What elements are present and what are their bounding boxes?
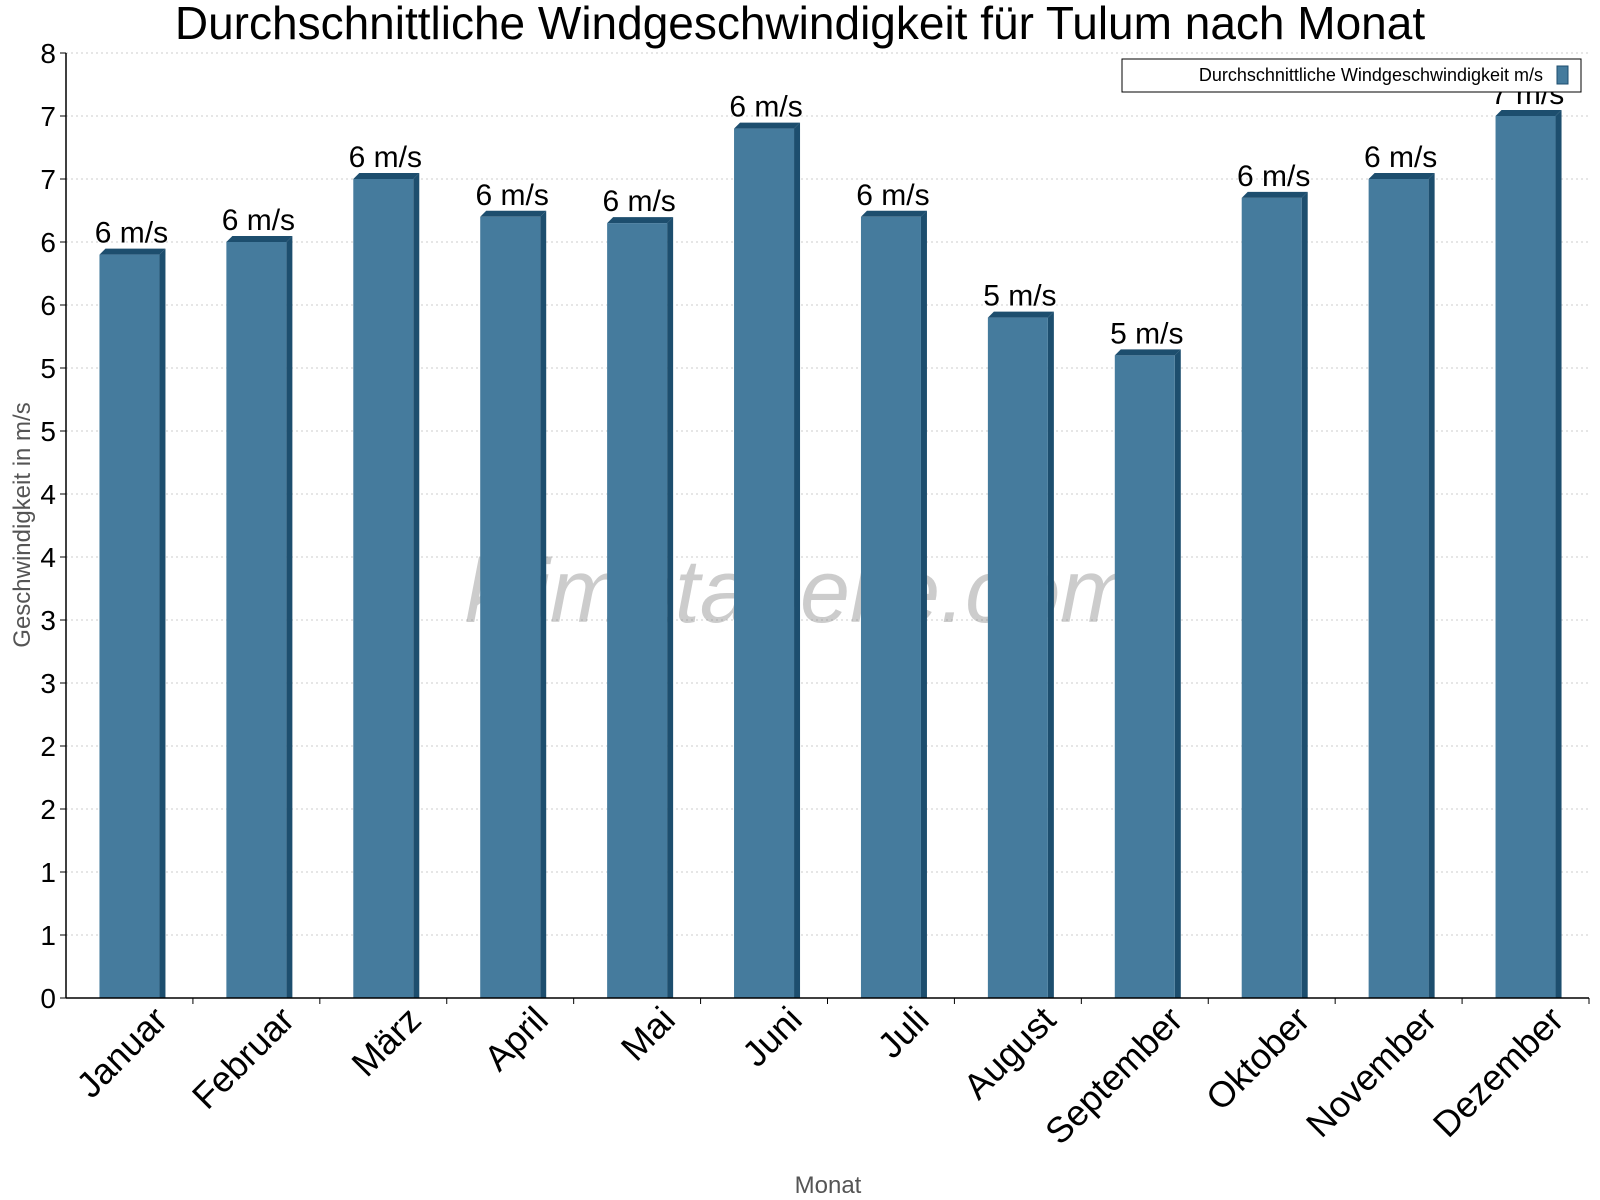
bar-top (226, 236, 293, 242)
y-tick-label: 6 (40, 227, 56, 258)
data-label: 6 m/s (602, 185, 675, 218)
bar-side (667, 217, 674, 999)
bar-side (1174, 349, 1181, 998)
bar-side (1047, 311, 1054, 999)
bar-side (159, 248, 166, 999)
bar-7 (860, 210, 927, 999)
y-tick-label: 2 (40, 731, 56, 762)
y-tick-label: 1 (40, 920, 56, 951)
bar-front (987, 317, 1048, 999)
x-tick-label: Mai (613, 999, 683, 1069)
bar-front (1495, 116, 1556, 998)
bar-side (794, 122, 801, 999)
bar-top (353, 173, 420, 179)
bar-9 (1114, 349, 1181, 998)
data-label: 6 m/s (476, 179, 549, 212)
bar-top (734, 122, 801, 129)
bar-front (353, 179, 414, 998)
data-label: 6 m/s (222, 204, 295, 237)
bar-side (1555, 110, 1562, 998)
grid-lines (66, 52, 1589, 936)
bar-10 (1241, 191, 1308, 998)
y-tick-label: 0 (40, 983, 56, 1014)
bar-top (1495, 110, 1562, 116)
bar-1 (99, 248, 166, 999)
data-label: 6 m/s (856, 179, 929, 212)
bars (99, 110, 1562, 999)
data-label: 6 m/s (95, 217, 168, 250)
bar-front (734, 128, 795, 999)
bar-front (1114, 355, 1175, 998)
bar-top (1368, 173, 1435, 179)
bar-side (920, 210, 927, 999)
y-tick-label: 6 (40, 290, 56, 321)
bar-front (607, 223, 668, 999)
data-label: 6 m/s (729, 91, 802, 124)
bar-front (226, 242, 287, 998)
bar-5 (607, 217, 674, 999)
x-tick-label: Januar (68, 999, 175, 1106)
bar-top (607, 217, 674, 224)
bar-top (987, 311, 1054, 318)
x-tick-label: November (1298, 999, 1444, 1145)
y-tick-label: 1 (40, 857, 56, 888)
data-label: 6 m/s (1364, 141, 1437, 174)
bar-11 (1368, 173, 1435, 998)
bar-6 (734, 122, 801, 999)
bar-2 (226, 236, 293, 998)
bar-top (1241, 191, 1308, 198)
bar-3 (353, 173, 420, 998)
bar-side (1428, 173, 1435, 998)
bar-12 (1495, 110, 1562, 998)
y-tick-label: 3 (40, 668, 56, 699)
x-tick-label: Oktober (1198, 999, 1318, 1119)
y-tick-label: 2 (40, 794, 56, 825)
data-label: 5 m/s (1110, 317, 1183, 350)
data-label: 6 m/s (1237, 160, 1310, 193)
x-tick-label: Juli (869, 999, 936, 1066)
legend-swatch (1556, 65, 1569, 85)
bar-top (860, 210, 927, 217)
bar-side (286, 236, 293, 998)
x-tick-label: September (1037, 999, 1191, 1153)
y-tick-label: 4 (40, 542, 56, 573)
bar-4 (480, 210, 547, 999)
bar-front (1241, 197, 1302, 998)
y-tick-label: 4 (40, 479, 56, 510)
y-tick-label: 7 (40, 164, 56, 195)
chart-title: Durchschnittliche Windgeschwindigkeit fü… (174, 0, 1426, 49)
y-tick-label: 7 (40, 101, 56, 132)
x-axis-title: Monat (795, 1172, 862, 1199)
bar-front (860, 216, 921, 999)
bar-front (99, 254, 160, 999)
y-tick-label: 5 (40, 416, 56, 447)
bar-top (1114, 349, 1181, 356)
data-label: 6 m/s (349, 141, 422, 174)
bar-front (480, 216, 541, 999)
y-tick-label: 5 (40, 353, 56, 384)
y-tick-label: 3 (40, 605, 56, 636)
data-labels: 6 m/s 6 m/s 6 m/s 6 m/s 6 m/s 6 m/s 6 m/s 5 m/s… (95, 78, 1564, 350)
data-label: 5 m/s (983, 280, 1056, 313)
y-tick-label: 8 (40, 38, 56, 69)
bar-8 (987, 311, 1054, 999)
x-tick-label: Juni (734, 999, 810, 1075)
legend-box (1121, 58, 1582, 93)
bar-side (540, 210, 547, 999)
legend-label: Durchschnittliche Windgeschwindigkeit m/… (1199, 65, 1543, 85)
x-tick-label: März (343, 999, 429, 1085)
x-tick-label: Dezember (1425, 999, 1571, 1145)
bar-side (413, 173, 420, 998)
y-axis-title: Geschwindigkeit in m/s (9, 402, 36, 647)
bar-top (480, 210, 547, 217)
bar-top (99, 248, 166, 255)
legend: Durchschnittliche Windgeschwindigkeit m/… (1121, 58, 1582, 93)
bar-front (1368, 179, 1429, 998)
x-tick-label: August (955, 999, 1063, 1107)
x-tick-label: Februar (184, 999, 302, 1117)
x-tick-label: April (476, 999, 556, 1079)
bar-side (1301, 191, 1308, 998)
